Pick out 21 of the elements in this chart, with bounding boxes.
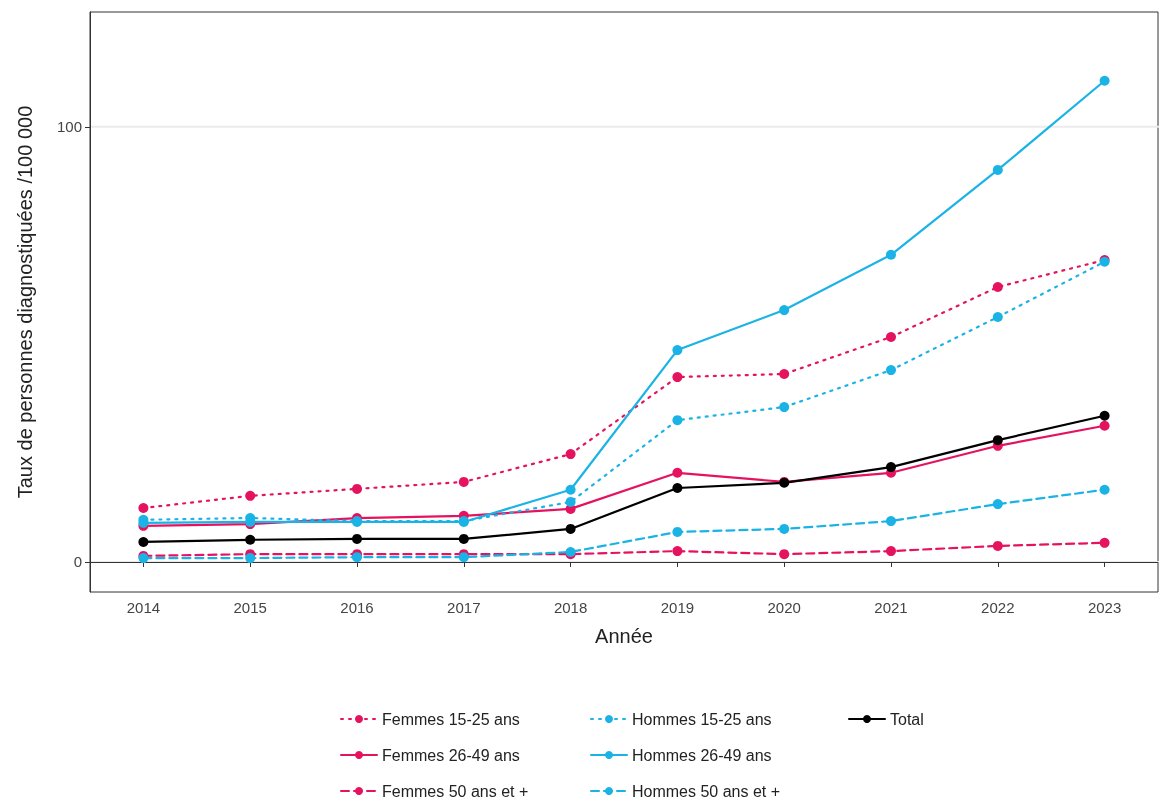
legend-label: Hommes 26-49 ans [632,746,772,764]
x-tick-label: 2019 [660,599,695,616]
x-tick-label: 2023 [1087,599,1122,616]
legend-label: Femmes 50 ans et + [382,782,529,800]
x-tick-label: 2022 [981,599,1015,616]
x-axis-title: Année [595,625,653,647]
x-tick-label: 2021 [874,599,908,616]
legend-label: Hommes 50 ans et + [632,782,781,800]
x-tick-label: 2016 [340,599,374,616]
legend-label: Total [890,710,924,728]
x-tick-label: 2020 [767,599,801,616]
legend-label: Femmes 15-25 ans [382,710,520,728]
y-tick-label: 0 [73,553,82,571]
y-tick-label: 100 [56,118,82,136]
legend-label: Hommes 15-25 ans [632,710,772,728]
x-tick-label: 2018 [553,599,588,616]
y-axis-title: Taux de personnes diagnostiquées /100 000 [14,105,36,499]
legend-label: Femmes 26-49 ans [382,746,520,764]
x-tick-label: 2014 [126,599,161,616]
x-tick-label: 2015 [233,599,267,616]
x-tick-label: 2017 [447,599,481,616]
